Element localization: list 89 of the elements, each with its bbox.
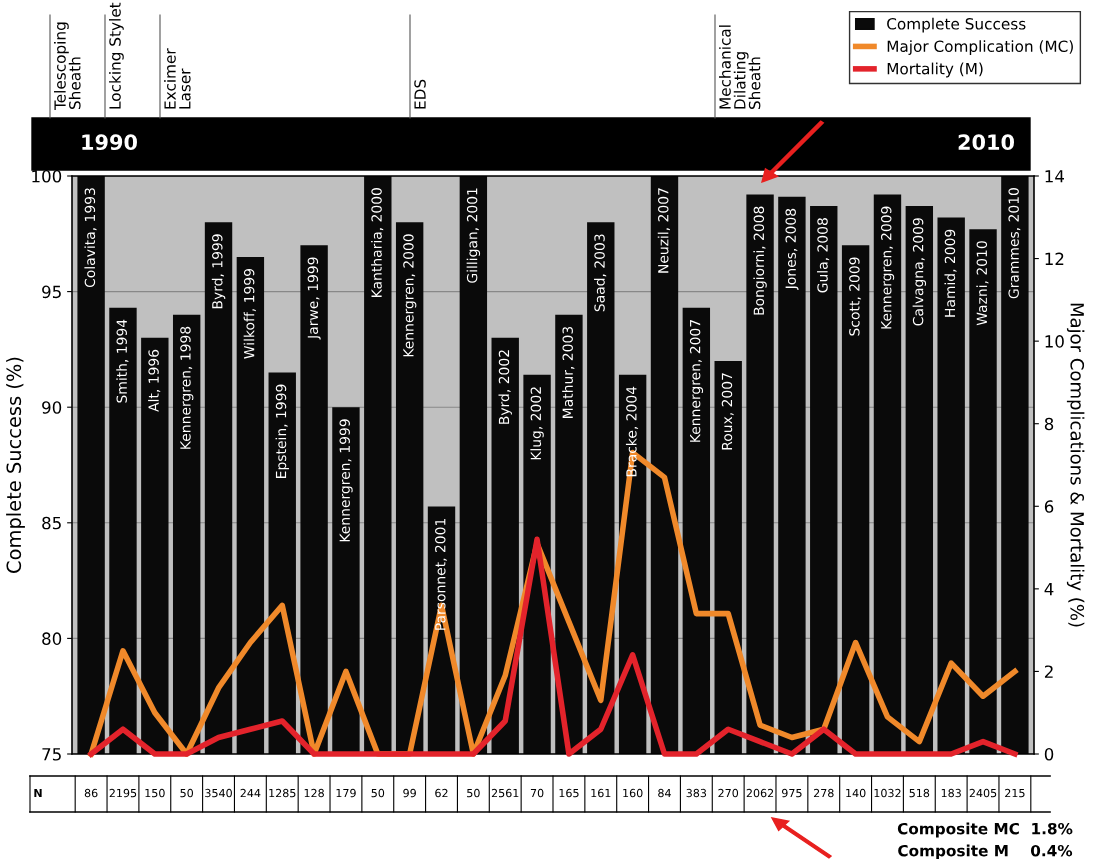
text: 84 (658, 788, 671, 798)
text: 150 (145, 788, 165, 798)
x-tick-label: Klug, 2002 (530, 387, 544, 460)
y2-tick-label: 4 (1044, 583, 1054, 596)
x-tick-label: Hamid, 2009 (944, 229, 957, 317)
x-tick-label: Colavita, 1993 (84, 188, 97, 288)
text: 2010 (958, 134, 1015, 151)
legend-label: Major Complication (MC) (887, 40, 1073, 55)
x-tick-label: Kennergren, 2007 (689, 320, 704, 442)
y2-tick-label: 2 (1044, 665, 1053, 678)
x-tick-label: Byrd, 1999 (211, 234, 226, 309)
text: 1990 (82, 134, 137, 151)
text: 128 (304, 788, 324, 798)
x-tick-label: Bracke, 2004 (625, 386, 639, 477)
text: 50 (180, 788, 194, 798)
text: 161 (591, 788, 611, 798)
text: 179 (336, 788, 356, 798)
x-tick-label: Wazni, 2010 (976, 241, 989, 326)
text: 165 (559, 788, 579, 798)
text: 244 (240, 788, 261, 798)
y-tick-label: 90 (42, 401, 62, 414)
y-axis-title: Complete Success (%) (6, 357, 25, 573)
text: 2405 (969, 788, 997, 798)
x-tick-label: Mathur, 2003 (562, 326, 575, 418)
y2-tick-label: 12 (1045, 252, 1064, 265)
text: EDS (414, 79, 426, 109)
x-tick-label: Epstein, 1999 (275, 384, 289, 478)
x-tick-label: Scott, 2009 (849, 257, 862, 336)
text: N (34, 788, 42, 798)
y-tick-label: 100 (32, 169, 62, 183)
text: 1032 (874, 788, 901, 798)
text: 975 (782, 788, 802, 798)
y-tick-label: 80 (42, 632, 62, 645)
x-tick-label: Kennergren, 1999 (339, 419, 353, 542)
text: 50 (371, 788, 385, 798)
text: 270 (718, 788, 739, 798)
x-tick-label: Saad, 2003 (594, 234, 607, 312)
text: 50 (467, 788, 480, 798)
y2-axis-title: Major Complications & Mortality (%) (1066, 303, 1085, 627)
text: Locking Stylet (109, 2, 124, 109)
x-tick-label: Calvagna, 2009 (912, 218, 927, 326)
x-tick-label: Jones, 2008 (785, 208, 799, 290)
y-tick-label: 75 (42, 748, 61, 761)
text: Telescoping Sheath (54, 22, 81, 111)
text: 70 (530, 788, 544, 798)
x-tick-label: Kantharia, 2000 (371, 188, 384, 297)
legend-label: Complete Success (887, 17, 1026, 33)
text: Composite M 0.4% (898, 844, 1073, 859)
x-tick-label: Gilligan, 2001 (466, 188, 481, 283)
x-tick-label: Alt, 1996 (148, 349, 161, 412)
y2-tick-label: 10 (1045, 335, 1064, 348)
legend-label: Mortality (M) (887, 62, 983, 78)
text: 2062 (746, 788, 774, 798)
x-tick-label: Jarwe, 1999 (307, 257, 321, 340)
y2-tick-label: 0 (1044, 747, 1054, 761)
x-tick-label: Gula, 2008 (817, 218, 830, 293)
text: 140 (846, 788, 866, 798)
text: Mechanical Dilating Sheath (719, 25, 761, 109)
text: Composite MC 1.8% (897, 822, 1073, 838)
y-tick-label: 95 (42, 285, 61, 299)
y-tick-label: 85 (42, 516, 61, 530)
y2-tick-label: 8 (1044, 417, 1054, 431)
x-tick-label: Grammes, 2010 (1008, 188, 1021, 299)
text: 99 (403, 788, 416, 798)
x-tick-label: Byrd, 2002 (498, 350, 512, 424)
text: 2195 (109, 788, 137, 798)
text: 215 (1005, 788, 1025, 798)
text: 518 (909, 788, 930, 798)
text: 2561 (491, 788, 519, 798)
x-tick-label: Bongiorni, 2008 (753, 206, 767, 315)
x-tick-label: Smith, 1994 (116, 319, 129, 403)
text: 160 (623, 788, 643, 798)
x-tick-label: Kennergren, 1998 (180, 326, 194, 449)
x-tick-label: Roux, 2007 (721, 373, 734, 450)
text: 183 (941, 788, 961, 798)
x-tick-label: Parsonnet, 2001 (435, 519, 447, 630)
x-tick-label: Kennergren, 2009 (880, 206, 895, 329)
text: 1285 (269, 788, 296, 798)
text: 278 (813, 788, 834, 798)
text: 383 (686, 788, 707, 798)
x-tick-label: Wilkoff, 1999 (243, 269, 256, 359)
x-tick-label: Kennergren, 2000 (403, 234, 417, 357)
text: 3540 (205, 788, 232, 798)
text: 62 (435, 788, 448, 798)
x-tick-label: Neuzil, 2007 (657, 188, 670, 273)
text: Excimer Laser (164, 48, 191, 109)
y2-tick-label: 6 (1044, 500, 1054, 513)
y2-tick-label: 14 (1045, 170, 1064, 183)
text: 86 (84, 788, 98, 798)
